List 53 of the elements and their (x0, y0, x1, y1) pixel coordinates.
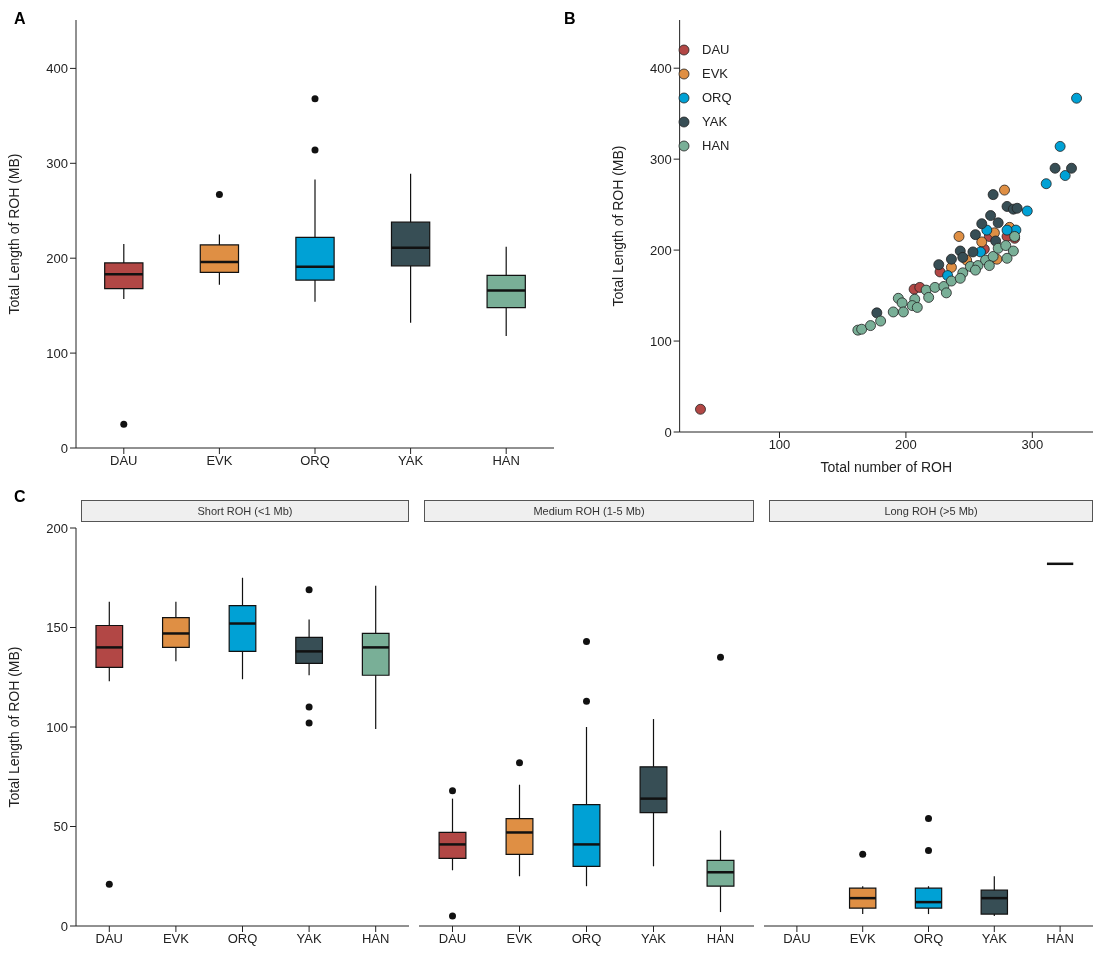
x-axis-title: Total number of ROH (820, 459, 953, 475)
x-tick-label: EVK (506, 931, 533, 947)
y-tick-label: 200 (649, 242, 672, 258)
chart-title: B (564, 10, 576, 28)
x-tick-label: ORQ (571, 931, 602, 947)
y-tick-label: 50 (53, 819, 68, 835)
x-tick-label: DAU (110, 453, 138, 469)
y-tick-label: 200 (46, 520, 68, 536)
x-tick-label: ORQ (300, 453, 330, 469)
x-tick-label: HAN (1046, 931, 1074, 947)
chart-title: A (14, 10, 26, 28)
legend-label: EVK (702, 65, 729, 83)
x-tick-label: 100 (768, 437, 791, 453)
legend-label: HAN (702, 137, 730, 155)
x-tick-label: EVK (206, 453, 233, 469)
legend-label: ORQ (702, 89, 732, 107)
y-tick-label: 400 (46, 61, 68, 77)
x-tick-label: DAU (783, 931, 811, 947)
x-tick-label: ORQ (913, 931, 944, 947)
chart-subtitle: Long ROH (>5 Mb) (769, 500, 1093, 522)
x-tick-label: ORQ (227, 931, 258, 947)
chart-title: C (14, 488, 26, 506)
chart-subtitle: Short ROH (<1 Mb) (81, 500, 409, 522)
y-tick-label: 150 (46, 620, 68, 636)
y-axis-title: Total Length of ROH (MB) (5, 646, 22, 808)
y-tick-label: 300 (46, 155, 68, 171)
x-tick-label: YAK (296, 931, 322, 947)
x-tick-label: 300 (1021, 437, 1044, 453)
y-tick-label: 0 (60, 440, 68, 456)
y-tick-label: 100 (649, 333, 672, 349)
y-tick-label: 400 (649, 60, 672, 76)
x-tick-label: YAK (981, 931, 1008, 947)
x-tick-label: HAN (706, 931, 735, 947)
y-tick-label: 100 (46, 345, 68, 361)
chart-subtitle: Medium ROH (1-5 Mb) (424, 500, 754, 522)
x-tick-label: HAN (361, 931, 390, 947)
legend-label: YAK (702, 113, 728, 131)
y-tick-label: 0 (664, 424, 672, 440)
y-tick-label: 200 (46, 250, 68, 266)
y-tick-label: 0 (60, 918, 68, 934)
y-tick-label: 300 (649, 151, 672, 167)
y-axis-title: Total Length of ROH (MB) (5, 153, 22, 315)
x-tick-label: EVK (162, 931, 190, 947)
x-tick-label: DAU (95, 931, 124, 947)
x-tick-label: 200 (895, 437, 917, 453)
legend-label: DAU (702, 41, 730, 59)
x-tick-label: YAK (640, 931, 667, 947)
y-tick-label: 100 (46, 719, 68, 735)
x-tick-label: EVK (849, 931, 877, 947)
x-tick-label: YAK (398, 453, 424, 469)
x-tick-label: DAU (438, 931, 467, 947)
y-axis-title: Total Length of ROH (MB) (609, 145, 626, 307)
x-tick-label: HAN (492, 453, 520, 469)
